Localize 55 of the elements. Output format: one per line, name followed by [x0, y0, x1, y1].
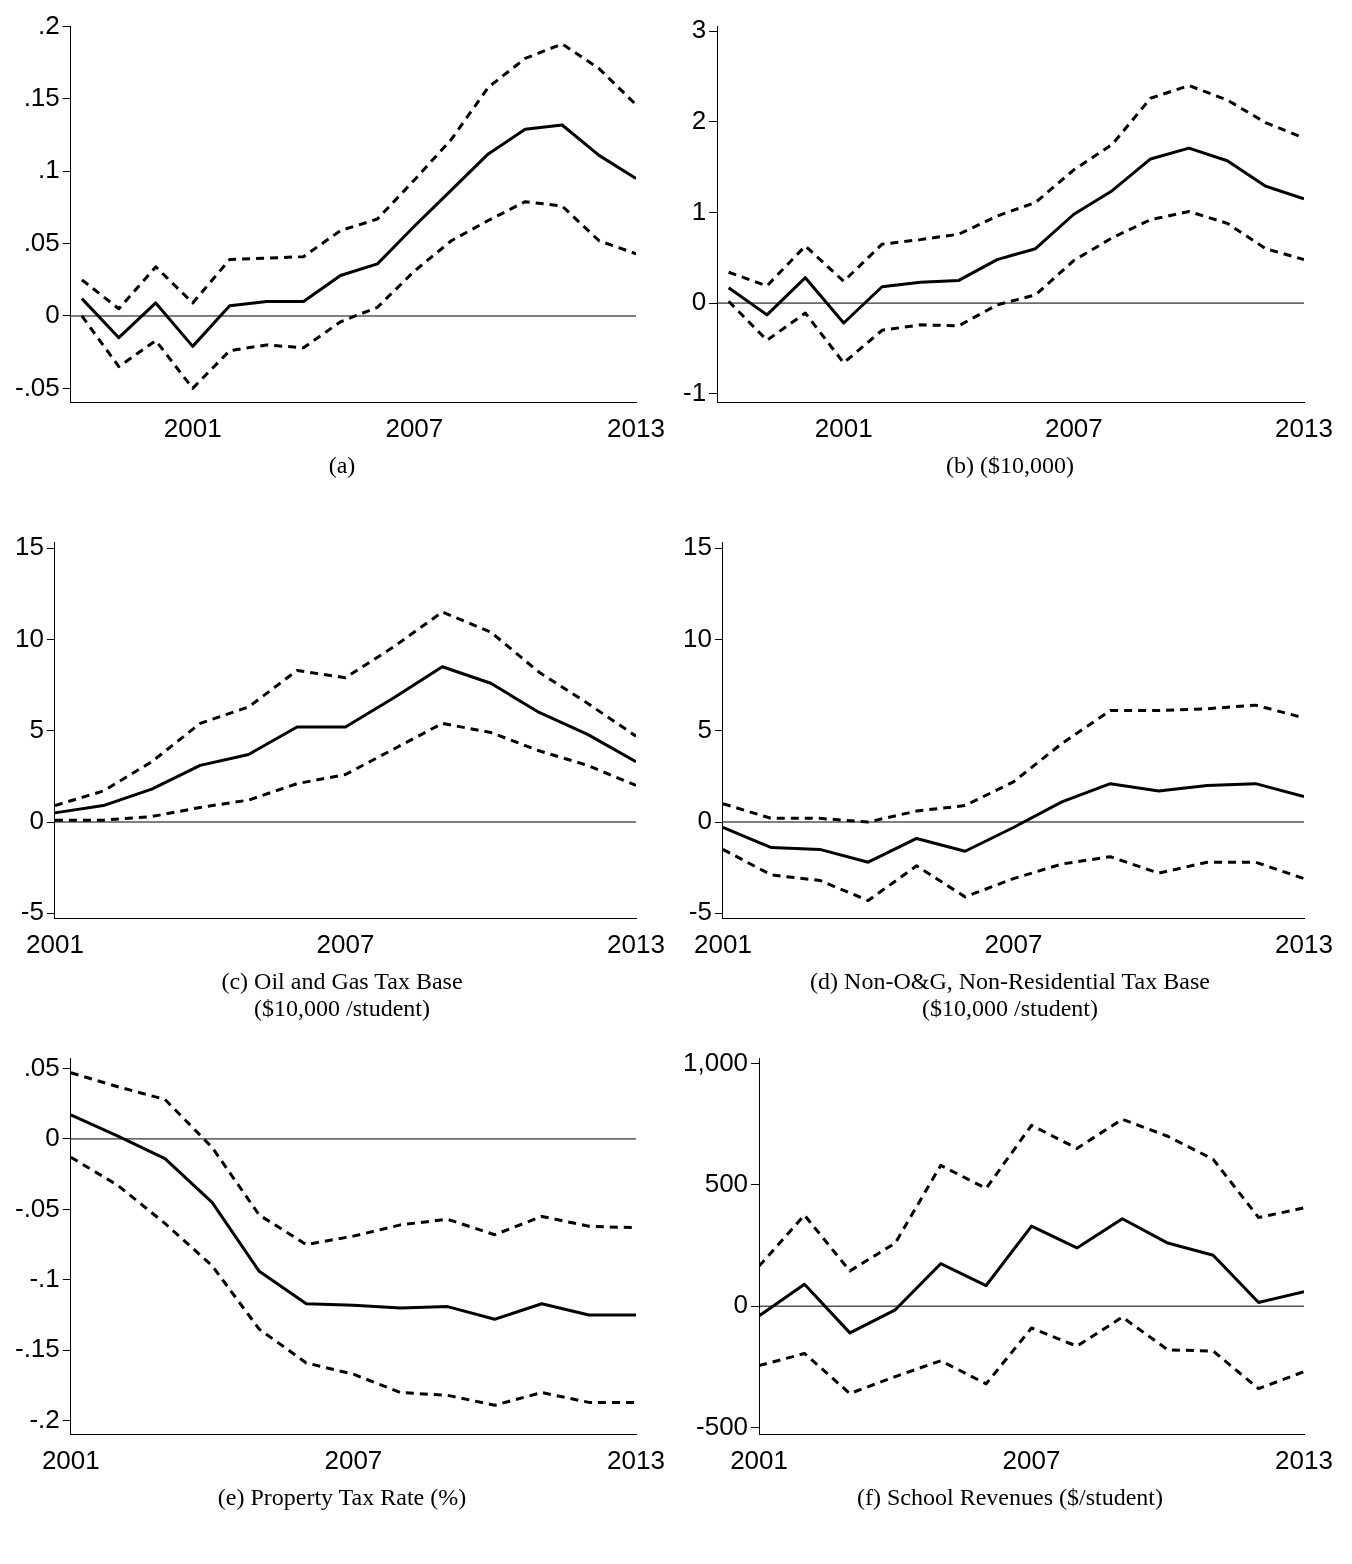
y-tick-label: 0 [45, 299, 60, 330]
y-tick-label: .1 [38, 154, 60, 185]
y-tick-label: .15 [23, 82, 60, 113]
y-tick-label: -5 [20, 896, 44, 927]
x-tick-label: 2007 [1002, 1444, 1061, 1475]
x-tick-label: 2013 [1275, 1444, 1333, 1475]
x-tick-label: 2013 [607, 928, 665, 959]
y-tick-label: -.1 [29, 1262, 60, 1293]
x-tick-label: 2007 [316, 928, 375, 959]
y-tick-label: -5 [688, 896, 712, 927]
y-tick-label: -.05 [14, 371, 60, 402]
text: (f) School Revenues ($/student) [857, 1483, 1163, 1512]
y-tick-label: 10 [683, 622, 712, 653]
x-tick-label: 2007 [984, 928, 1043, 959]
y-tick-label: -500 [696, 1410, 749, 1441]
y-tick-label: .2 [38, 9, 60, 40]
y-tick-label: 1,000 [682, 1046, 749, 1077]
y-tick-label: 5 [29, 713, 44, 744]
x-tick-label: 2001 [41, 1444, 100, 1475]
x-tick-label: 2013 [607, 412, 665, 443]
y-tick-label: .05 [23, 226, 60, 257]
y-tick-label: 10 [15, 622, 44, 653]
y-tick-label: 1 [691, 195, 707, 226]
y-tick-label: 2 [691, 104, 707, 135]
y-tick-label: -1 [682, 376, 707, 407]
x-tick-label: 2001 [814, 412, 873, 443]
x-tick-label: 2007 [1044, 412, 1103, 443]
x-tick-label: 2007 [385, 412, 444, 443]
y-tick-label: 0 [691, 286, 707, 317]
y-tick-label: -.15 [14, 1333, 60, 1364]
y-tick-label: 0 [45, 1122, 60, 1153]
text: (c) Oil and Gas Tax Base ($10,000 /student) [221, 967, 463, 1023]
x-tick-label: 2013 [607, 1444, 665, 1475]
y-tick-label: 3 [691, 14, 707, 45]
x-tick-label: 2001 [694, 928, 752, 959]
y-tick-label: 0 [29, 805, 44, 836]
x-tick-label: 2001 [163, 412, 222, 443]
x-tick-label: 2001 [26, 928, 84, 959]
x-tick-label: 2013 [1275, 928, 1333, 959]
y-tick-label: 5 [697, 713, 712, 744]
y-tick-label: 15 [683, 531, 712, 562]
y-tick-label: 15 [15, 531, 44, 562]
x-tick-label: 2013 [1275, 412, 1333, 443]
y-tick-label: 0 [733, 1289, 749, 1320]
text: (a) [328, 451, 356, 480]
y-tick-label: -.2 [29, 1403, 60, 1434]
y-tick-label: .05 [23, 1051, 60, 1082]
text: (b) ($10,000) [946, 451, 1074, 480]
text: (e) Property Tax Rate (%) [217, 1483, 467, 1512]
x-tick-label: 2001 [730, 1444, 788, 1475]
x-tick-label: 2007 [324, 1444, 383, 1475]
y-tick-label: 0 [697, 805, 712, 836]
y-tick-label: 500 [704, 1167, 749, 1198]
y-tick-label: -.05 [14, 1192, 60, 1223]
text: (d) Non-O&G, Non-Residential Tax Base ($10,000 /student) [810, 967, 1210, 1023]
